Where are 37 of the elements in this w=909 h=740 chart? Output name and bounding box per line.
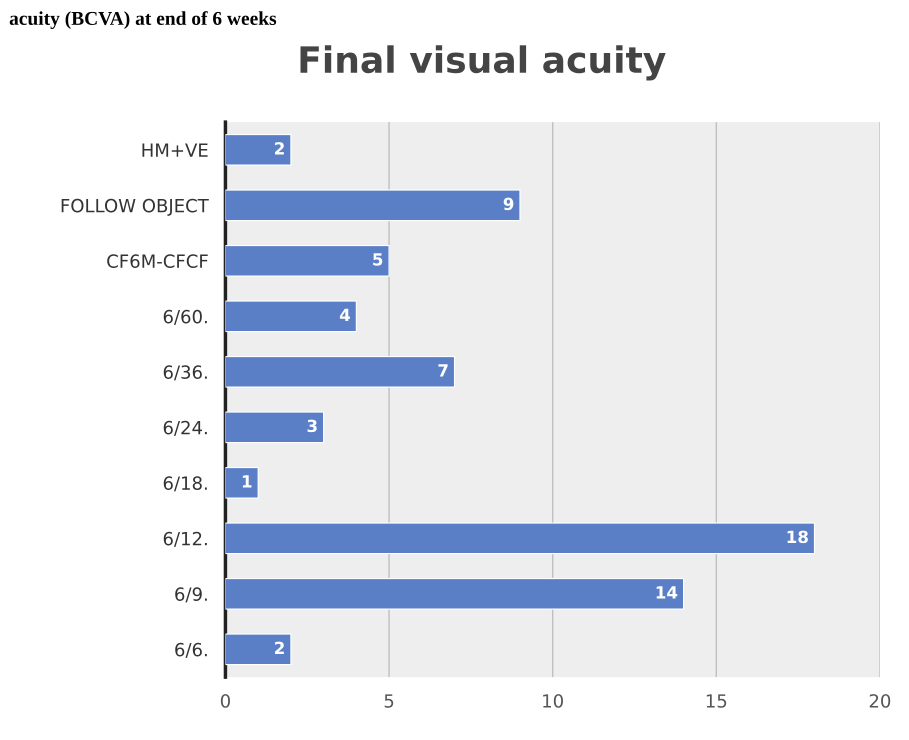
y-tick-label: 6/6.: [175, 642, 207, 658]
bar: [225, 412, 324, 444]
y-tick-label: 6/18.: [164, 476, 207, 492]
y-tick-label: HM+VE: [142, 144, 208, 157]
y-tick-label: 6/60.: [164, 310, 207, 325]
chart-title: Final visual acuity: [300, 45, 666, 81]
data-label: 2: [275, 642, 284, 654]
y-tick-label: FOLLOW OBJECT: [62, 198, 209, 216]
data-label: 4: [340, 308, 350, 321]
data-label: 18: [788, 530, 808, 544]
bar: [225, 522, 816, 554]
data-label: 3: [308, 420, 317, 432]
bar: [225, 245, 390, 277]
y-tick-label: 6/36.: [164, 365, 207, 380]
data-label: 14: [656, 586, 678, 598]
x-tick-label: 5: [384, 694, 394, 708]
data-label: 2: [275, 142, 284, 154]
y-tick-label: 6/12.: [164, 532, 207, 547]
y-tick-label: 6/9.: [175, 587, 207, 602]
bar: [225, 356, 456, 388]
data-label: 9: [504, 198, 514, 210]
y-tick-label: CF6M-CFCF: [107, 254, 208, 268]
bar: [225, 467, 259, 499]
x-tick-label: 0: [220, 694, 230, 708]
bar: [225, 578, 684, 610]
bar: [225, 300, 357, 332]
bar: [225, 134, 292, 166]
data-label: 7: [438, 364, 448, 376]
data-label: 5: [373, 253, 382, 266]
bar: [225, 634, 292, 666]
x-tick-label: 10: [543, 694, 563, 708]
text: acuity (BCVA) at end of 6 weeks: [10, 11, 276, 29]
x-tick-label: 20: [870, 694, 890, 708]
data-label: 1: [242, 475, 252, 488]
x-tick-label: 15: [706, 694, 726, 708]
bar: [225, 190, 521, 222]
y-tick-label: 6/24.: [164, 420, 207, 436]
